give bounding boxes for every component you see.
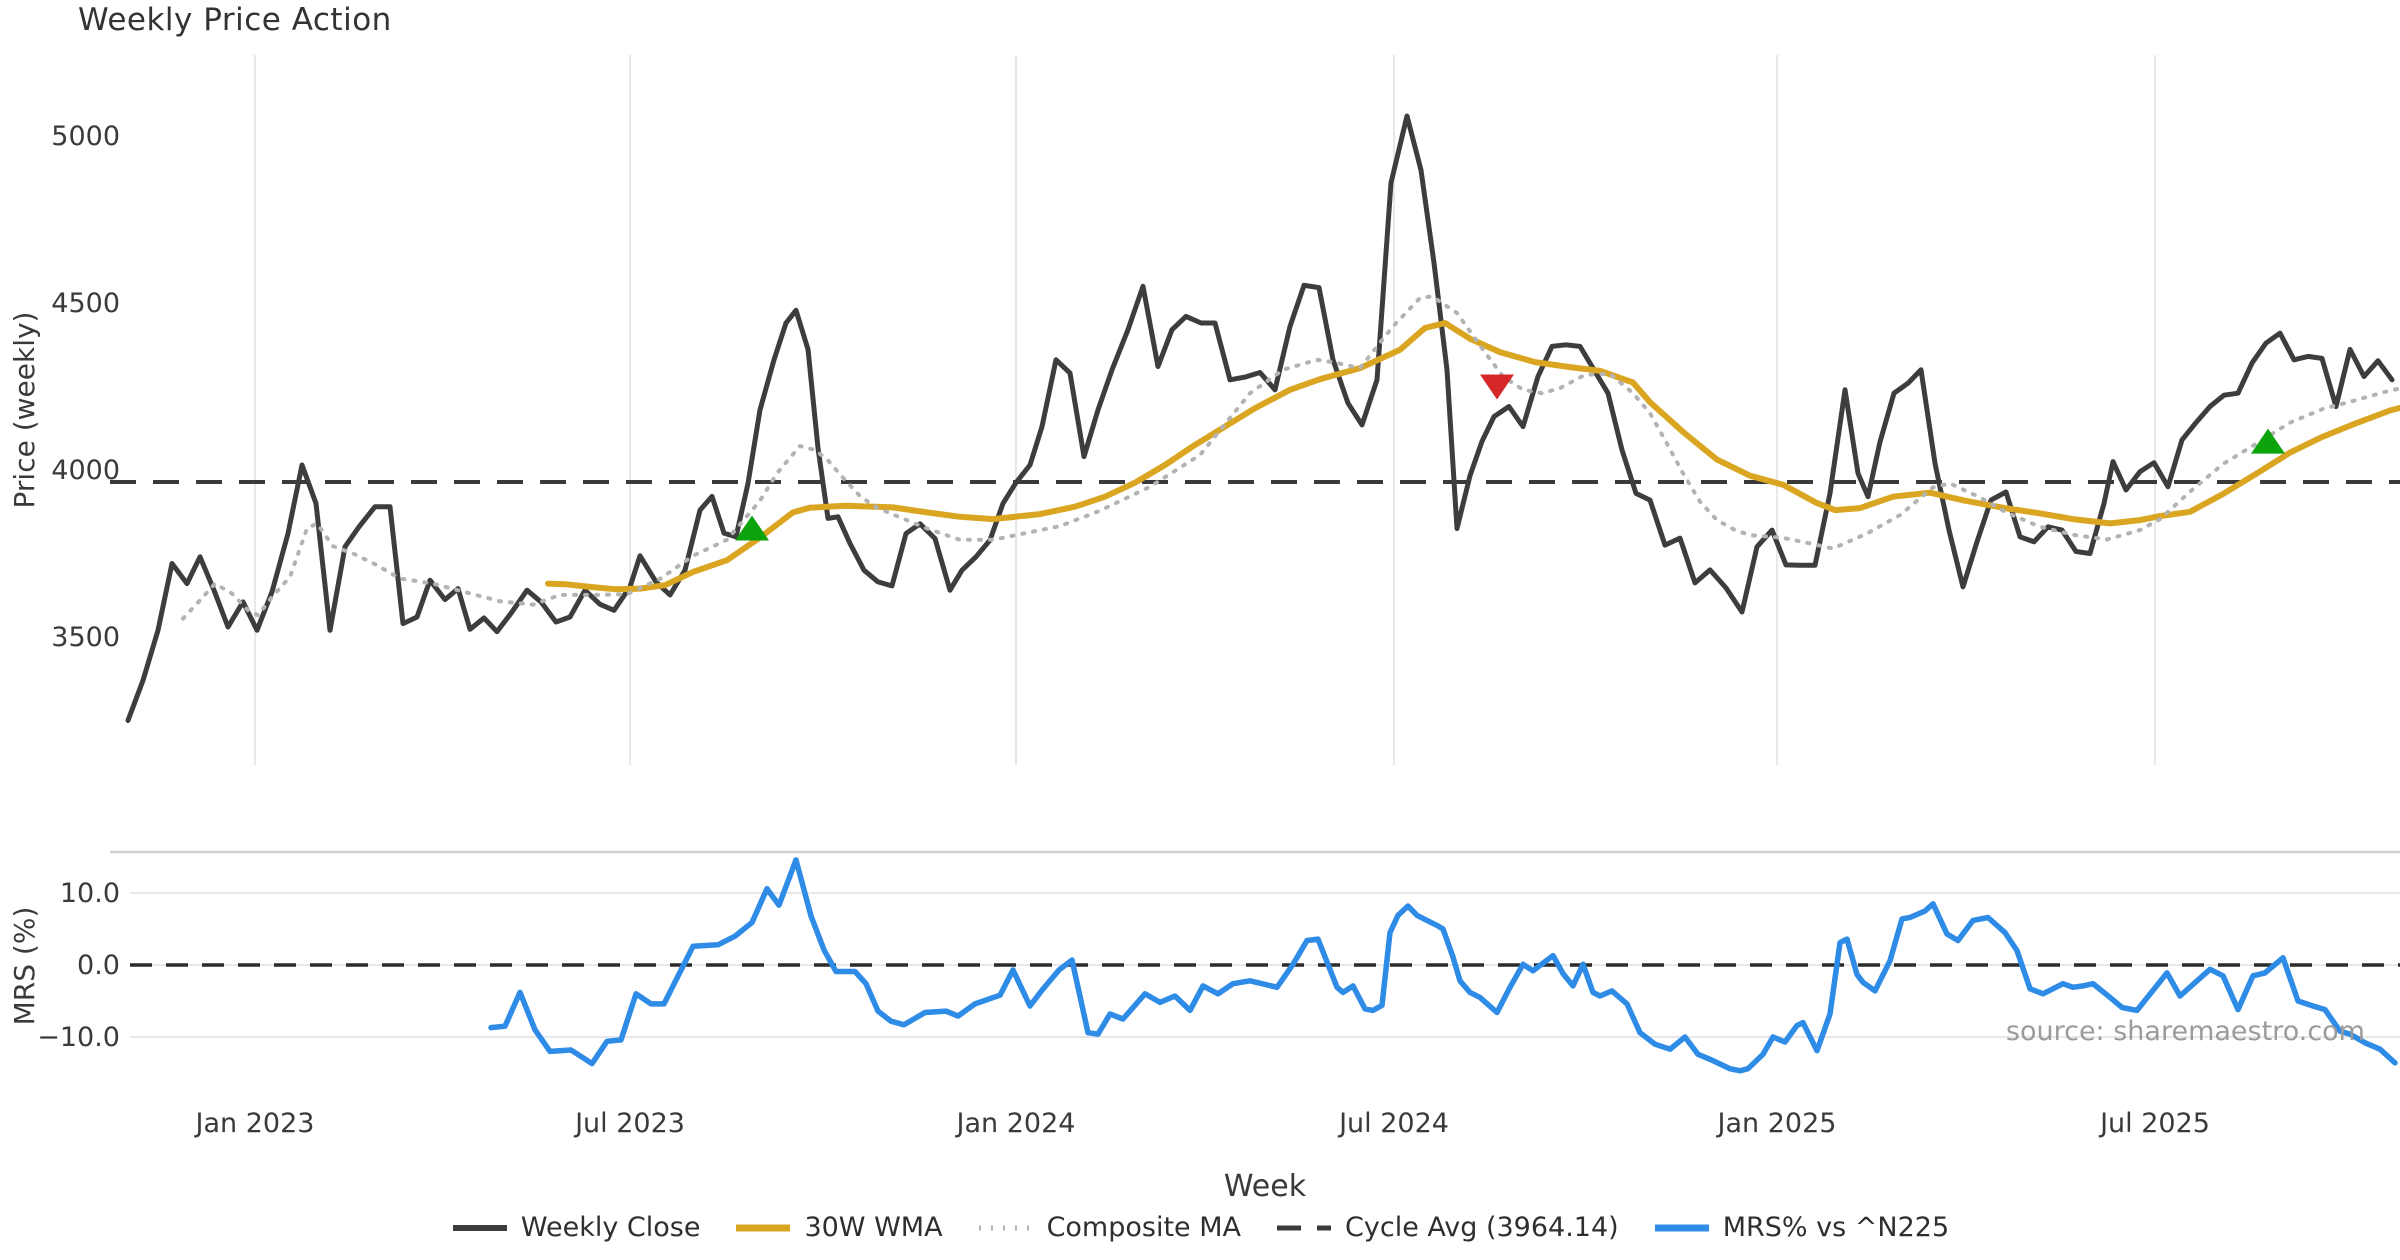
weekly-close-line — [125, 113, 2395, 723]
series-lines — [110, 113, 2400, 1074]
legend-label: Composite MA — [1046, 1212, 1242, 1243]
source-watermark: source: sharemaestro.com — [2005, 1016, 2365, 1047]
x-tick-label: Jul 2024 — [1337, 1108, 1449, 1139]
legend-item: MRS% vs ^N225 — [1653, 1212, 1949, 1243]
buy-signal-marker — [2251, 428, 2285, 454]
signal-markers — [735, 374, 2285, 541]
axis-tick-labels: 5000 4500 4000 3500 10.0 0.0 −10.0 Jan 2023 Jul … — [37, 121, 2210, 1139]
mrs-axis-label: MRS (%) — [8, 907, 41, 1026]
price-tick-label: 4000 — [51, 455, 120, 486]
legend: Weekly Close 30W WMA Composite MA Cycle Avg… — [0, 1212, 2400, 1243]
x-axis-label: Week — [1224, 1169, 1307, 1204]
legend-swatch — [978, 1225, 1033, 1230]
legend-swatch — [1654, 1224, 1709, 1231]
legend-item: Weekly Close — [451, 1212, 701, 1243]
x-tick-label: Jan 2024 — [955, 1108, 1076, 1139]
mrs-line — [488, 857, 2398, 1074]
legend-swatch — [1277, 1225, 1332, 1230]
x-tick-label: Jan 2025 — [1716, 1108, 1837, 1139]
x-tick-label: Jul 2023 — [573, 1108, 685, 1139]
legend-label: Weekly Close — [520, 1212, 701, 1243]
legend-swatch — [452, 1224, 507, 1231]
legend-item: Composite MA — [977, 1212, 1241, 1243]
legend-item: 30W WMA — [734, 1212, 943, 1243]
legend-item: Cycle Avg (3964.14) — [1275, 1212, 1619, 1243]
price-tick-label: 5000 — [51, 121, 120, 152]
x-tick-label: Jan 2023 — [194, 1108, 315, 1139]
price-tick-label: 3500 — [51, 622, 120, 653]
wma-line — [545, 320, 2400, 593]
legend-label: Cycle Avg (3964.14) — [1345, 1212, 1619, 1243]
gridlines — [110, 55, 2400, 1038]
page-title: Weekly Price Action — [78, 2, 392, 38]
legend-label: 30W WMA — [804, 1212, 943, 1243]
mrs-tick-label: 0.0 — [77, 950, 120, 981]
buy-signal-marker — [735, 515, 769, 541]
x-tick-label: Jul 2025 — [2098, 1108, 2210, 1139]
composite-ma-line — [181, 294, 2400, 621]
mrs-tick-label: −10.0 — [37, 1022, 120, 1053]
sell-signal-marker — [1480, 374, 1514, 400]
price-axis-label: Price (weekly) — [8, 312, 41, 509]
legend-swatch — [736, 1224, 791, 1231]
mrs-tick-label: 10.0 — [60, 878, 120, 909]
legend-label: MRS% vs ^N225 — [1722, 1212, 1950, 1243]
price-tick-label: 4500 — [51, 288, 120, 319]
